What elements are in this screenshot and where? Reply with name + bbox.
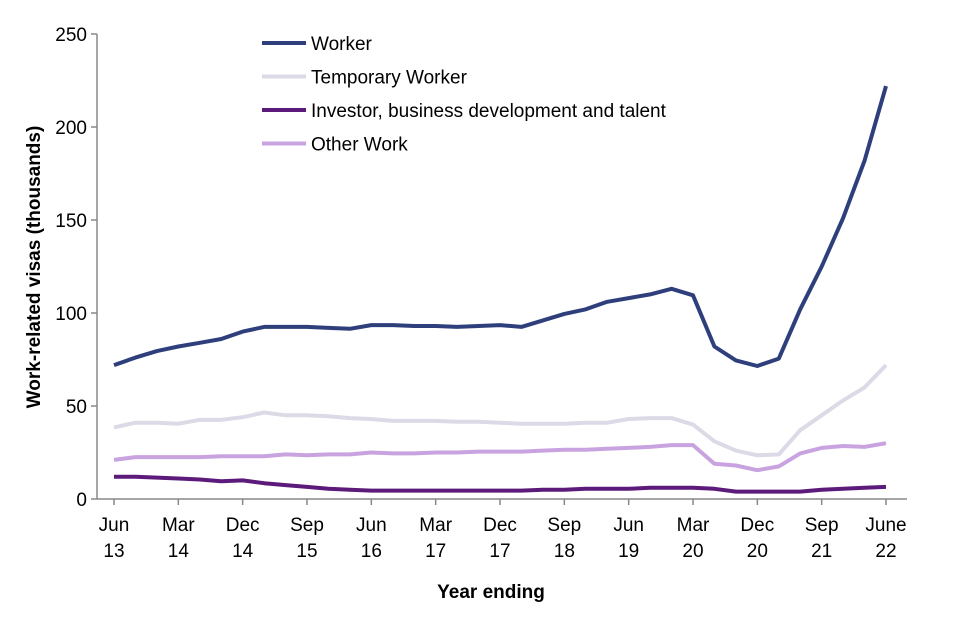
x-tick-label-month: Jun <box>356 515 387 536</box>
x-tick-label-month: Sep <box>805 515 839 536</box>
legend-label-temporary-worker: Temporary Worker <box>311 68 468 89</box>
x-tick-label-year: 14 <box>168 541 190 562</box>
series-lines <box>113 85 888 494</box>
x-tick-label-year: 17 <box>489 541 510 562</box>
x-tick-label-month: Mar <box>677 515 710 536</box>
x-tick-label-month: Dec <box>226 515 260 536</box>
y-tick-label: 250 <box>55 25 87 46</box>
y-tick-label: 0 <box>76 490 87 511</box>
legend-label-worker: Worker <box>311 34 373 55</box>
series-line-other-work <box>113 441 887 473</box>
legend: Worker Temporary Worker Investor, business… <box>262 34 667 156</box>
x-tick-label-month: June <box>865 515 906 536</box>
x-tick-label-year: 15 <box>296 541 317 562</box>
x-tick-label-year: 14 <box>232 541 254 562</box>
x-tick-label-month: Dec <box>740 515 774 536</box>
series-line-investor-business-development-and-talent <box>114 474 887 494</box>
x-tick-label-year: 18 <box>554 541 575 562</box>
x-tick-label-month: Mar <box>162 515 195 536</box>
x-tick-label-year: 17 <box>425 541 446 562</box>
x-tick-label-year: 22 <box>875 541 896 562</box>
y-tick-label: 100 <box>55 304 87 325</box>
x-tick-label-month: Jun <box>99 515 130 536</box>
x-tick-label-month: Mar <box>419 515 452 536</box>
x-tick-label-year: 16 <box>361 541 382 562</box>
y-tick-label: 200 <box>55 118 87 139</box>
x-tick-label-month: Sep <box>547 515 581 536</box>
x-tick-label-year: 20 <box>747 541 768 562</box>
y-axis-title: Work-related visas (thousands) <box>24 126 45 409</box>
x-tick-label-month: Jun <box>613 515 644 536</box>
x-axis-ticks: Jun 13 Mar 14 Dec 14 Sep 15 Jun 16 Mar 17 Dec 17 Sep 18… <box>99 499 907 562</box>
series-line-worker <box>113 85 888 368</box>
legend-label-other-work: Other Work <box>311 135 408 156</box>
x-tick-label-month: Dec <box>483 515 517 536</box>
x-axis-title: Year ending <box>437 582 545 603</box>
y-tick-label: 50 <box>66 397 87 418</box>
x-tick-label-year: 21 <box>811 541 832 562</box>
legend-label-investor-business-development-and-talent: Investor, business development and talen… <box>311 101 667 122</box>
x-tick-label-year: 20 <box>682 541 703 562</box>
x-tick-label-month: Sep <box>290 515 324 536</box>
x-tick-label-year: 19 <box>618 541 639 562</box>
y-axis-ticks: 0 50 100 150 200 250 <box>55 25 97 511</box>
y-tick-label: 150 <box>55 211 87 232</box>
series-line-temporary-worker <box>113 363 888 458</box>
x-tick-label-year: 13 <box>103 541 124 562</box>
